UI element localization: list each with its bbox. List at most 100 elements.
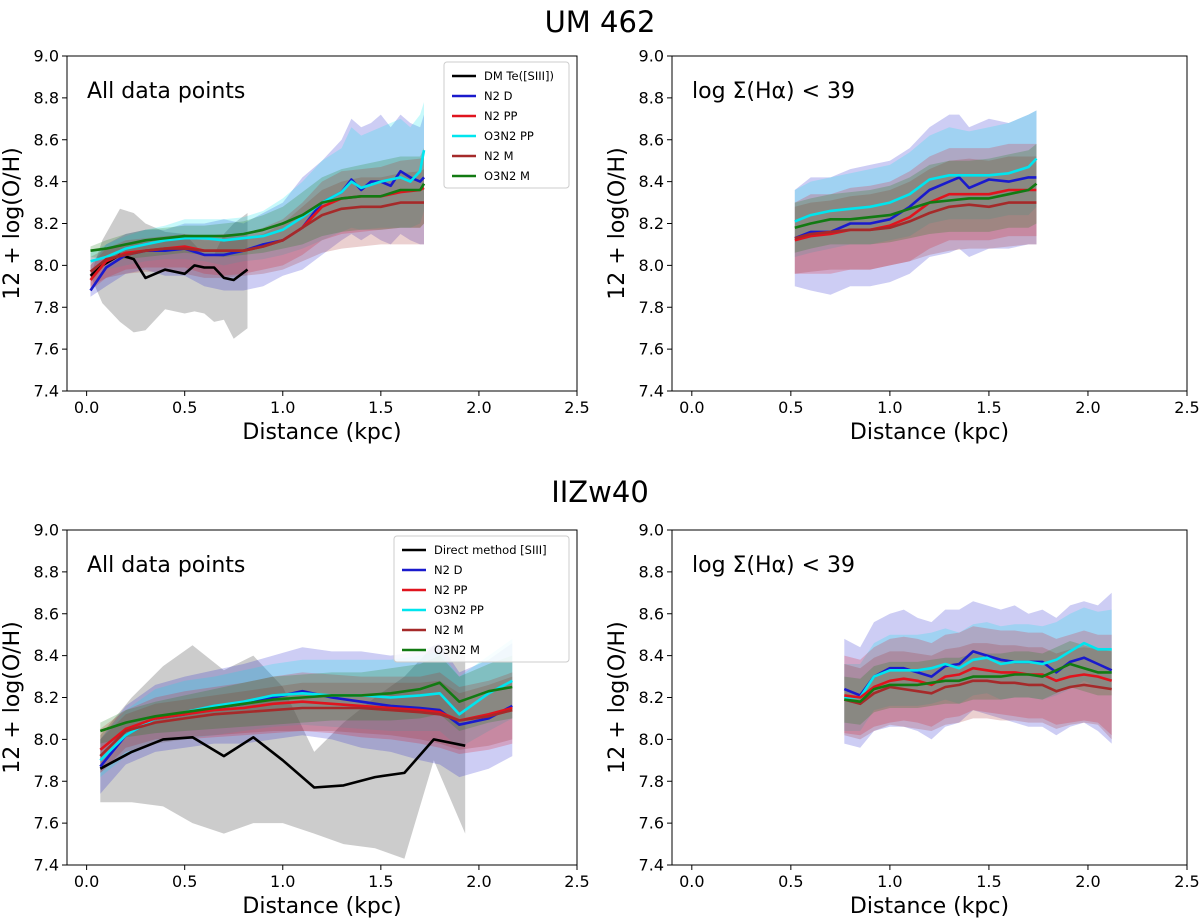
y-tick-label: 7.4 <box>34 382 59 401</box>
line-o3n2-m <box>844 662 1112 704</box>
line-n2-m <box>99 706 513 758</box>
x-tick-label: 0.5 <box>778 872 803 891</box>
x-tick-label: 0.5 <box>778 398 803 417</box>
y-tick-label: 8.6 <box>34 604 59 623</box>
title-iizw40: IIZw40 <box>551 475 649 509</box>
x-tick-label: 2.5 <box>564 398 589 417</box>
panels: 0.0 0.5 1.0 1.5 2.0 2.5 7.4 7.6 7.8 8.0 8.2 8.4 8.6 8… <box>0 47 1200 919</box>
y-tick-label: 7.4 <box>639 382 664 401</box>
y-tick-label: 8.4 <box>639 172 664 191</box>
y-tick-label: 8.0 <box>34 730 59 749</box>
x-tick-label: 0.5 <box>172 872 197 891</box>
x-tick-label: 0.0 <box>74 872 99 891</box>
y-tick-label: 7.4 <box>34 856 59 875</box>
band-o3n2-m <box>794 143 1037 253</box>
x-tick-label: 0.0 <box>74 398 99 417</box>
x-tick-label: 2.5 <box>564 872 589 891</box>
line-n2-m <box>89 201 424 273</box>
x-tick-label: 0.0 <box>679 872 704 891</box>
plot-area <box>843 592 1113 748</box>
legend-label: N2 PP <box>484 109 518 123</box>
legend: Direct method [SIII] N2 D N2 PP O3N2 PP N2 M… <box>393 535 570 663</box>
y-tick-label: 8.8 <box>639 562 664 581</box>
title-um462: UM 462 <box>545 5 656 39</box>
band-n2-m <box>100 676 513 773</box>
y-tick-label: 8.0 <box>639 730 664 749</box>
x-tick-label: 0.5 <box>172 398 197 417</box>
y-tick-label: 8.2 <box>34 688 59 707</box>
x-tick-label: 2.0 <box>1075 872 1100 891</box>
x-axis-label: Distance (kpc) <box>850 420 1009 445</box>
legend-label: N2 M <box>484 149 514 163</box>
x-tick-label: 1.5 <box>368 398 393 417</box>
panel-annotation: log Σ(Hα) < 39 <box>692 553 855 578</box>
y-axis-label: 12 + log(O/H) <box>0 621 25 773</box>
legend-label: N2 D <box>434 563 463 577</box>
panel-annotation: log Σ(Hα) < 39 <box>692 79 855 104</box>
legend-label: DM Te([SIII]) <box>484 69 554 83</box>
legend-label: N2 PP <box>434 583 468 597</box>
y-tick-label: 9.0 <box>639 47 664 66</box>
y-tick-label: 8.4 <box>34 172 59 191</box>
panel-3: 0.0 0.5 1.0 1.5 2.0 2.5 7.4 7.6 7.8 8.0 8.2 8.4 8.6 8… <box>0 521 590 919</box>
y-tick-label: 8.8 <box>639 88 664 107</box>
line-o3n2-pp <box>794 157 1038 223</box>
line-o3n2-m <box>794 182 1038 229</box>
y-tick-label: 8.6 <box>639 130 664 149</box>
y-tick-label: 7.8 <box>34 772 59 791</box>
y-tick-label: 7.6 <box>639 340 664 359</box>
y-axis-label: 12 + log(O/H) <box>0 147 25 299</box>
y-tick-label: 8.4 <box>34 646 59 665</box>
legend-label: Direct method [SIII] <box>434 543 547 557</box>
y-tick-label: 8.6 <box>34 130 59 149</box>
x-tick-label: 1.5 <box>976 398 1001 417</box>
y-tick-label: 8.2 <box>639 688 664 707</box>
x-tick-label: 2.5 <box>1174 398 1199 417</box>
line-dm <box>99 735 466 789</box>
band-o3n2-m <box>90 148 424 260</box>
y-tick-label: 7.8 <box>639 772 664 791</box>
legend-label: O3N2 M <box>434 643 480 657</box>
legend-label: N2 D <box>484 89 513 103</box>
band-dm <box>90 208 248 339</box>
x-axis-label: Distance (kpc) <box>242 894 401 919</box>
line-n2-m <box>843 679 1112 706</box>
y-tick-label: 8.2 <box>34 214 59 233</box>
x-axis-label: Distance (kpc) <box>242 420 401 445</box>
band-n2-d <box>100 643 513 794</box>
y-tick-label: 8.6 <box>639 604 664 623</box>
x-axis-label: Distance (kpc) <box>850 894 1009 919</box>
panel-annotation: All data points <box>87 553 245 578</box>
y-tick-label: 7.6 <box>34 340 59 359</box>
band-n2-d <box>844 592 1112 748</box>
panel-1: 0.0 0.5 1.0 1.5 2.0 2.5 7.4 7.6 7.8 8.0 8.2 8.4 8.6 8… <box>0 47 590 446</box>
band-o3n2-m <box>100 655 513 744</box>
band-n2-d <box>90 114 424 297</box>
line-n2-pp <box>844 666 1113 699</box>
legend-label: N2 M <box>434 623 464 637</box>
plot-area <box>794 110 1038 295</box>
legend: DM Te([SIII]) N2 D N2 PP O3N2 PP N2 M O3N2 M <box>443 61 570 189</box>
y-tick-label: 7.4 <box>639 856 664 875</box>
line-o3n2-m <box>99 681 513 733</box>
y-tick-label: 8.4 <box>639 646 664 665</box>
x-tick-label: 2.0 <box>466 872 491 891</box>
y-tick-label: 8.8 <box>34 88 59 107</box>
legend-label: O3N2 PP <box>484 129 534 143</box>
y-tick-label: 8.8 <box>34 562 59 581</box>
x-tick-label: 1.5 <box>976 872 1001 891</box>
legend-box <box>393 535 570 663</box>
y-tick-label: 7.6 <box>639 814 664 833</box>
x-tick-label: 1.0 <box>270 398 295 417</box>
y-tick-label: 8.2 <box>639 214 664 233</box>
panel-4: 0.0 0.5 1.0 1.5 2.0 2.5 7.4 7.6 7.8 8.0 8.2 8.4 8.6 8… <box>605 521 1200 919</box>
x-tick-label: 1.0 <box>877 398 902 417</box>
plot-area <box>99 638 513 859</box>
plot-area <box>89 102 426 339</box>
line-o3n2-m <box>90 183 426 252</box>
x-tick-label: 1.5 <box>368 872 393 891</box>
band-n2-pp <box>100 672 513 773</box>
band-o3n2-pp <box>794 110 1037 258</box>
x-tick-label: 2.5 <box>1174 872 1199 891</box>
